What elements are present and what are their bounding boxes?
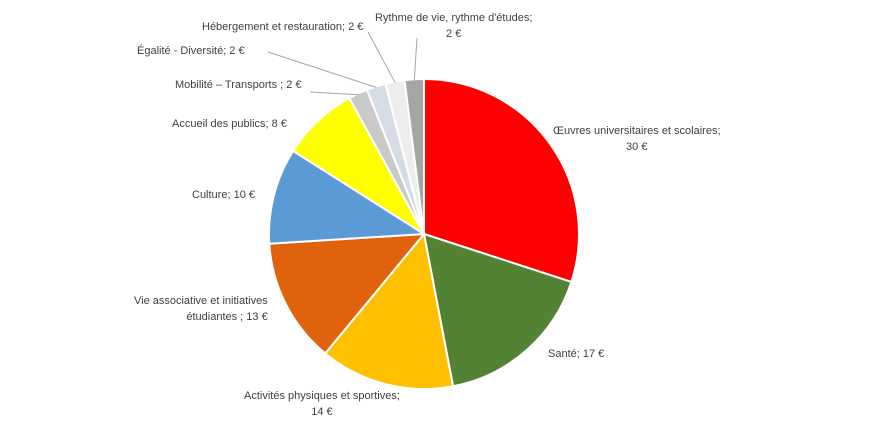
leader-lines <box>267 31 418 96</box>
data-label-line: Égalité - Diversité; 2 € <box>137 45 245 57</box>
pie-slice-vie-associative <box>268 232 427 355</box>
data-label-oeuvres-universitaires: Œuvres universitaires et scolaires; 30 € <box>553 123 721 155</box>
leader-line-hebergement-restauration <box>367 31 396 83</box>
data-label-activites-physiques: Activités physiques et sportives; 14 € <box>244 388 400 420</box>
data-label-line: étudiantes ; 13 € <box>186 311 268 323</box>
data-label-line: Culture; 10 € <box>192 189 255 201</box>
leader-line-egalite-diversite <box>267 51 377 88</box>
pie-slice-culture <box>268 149 428 245</box>
data-label-sante: Santé; 17 € <box>548 346 604 362</box>
data-label-culture: Culture; 10 € <box>192 187 255 203</box>
pie-slice-sante <box>422 232 573 388</box>
data-label-line: 14 € <box>311 406 333 418</box>
pie-slice-activites-physiques <box>323 231 455 390</box>
data-label-rythme-de-vie: Rythme de vie, rythme d'études; 2 € <box>375 10 532 42</box>
pie-slice-oeuvres-universitaires <box>423 77 580 284</box>
data-label-line: Accueil des publics; 8 € <box>172 118 287 130</box>
data-label-mobilite-transports: Mobilité – Transports ; 2 € <box>175 77 302 93</box>
leader-line-mobilite-transports <box>309 91 359 96</box>
data-label-line: Vie associative et initiatives <box>134 295 268 307</box>
data-label-egalite-diversite: Égalité - Diversité; 2 € <box>137 43 245 59</box>
data-label-line: Rythme de vie, rythme d'études; <box>375 12 533 24</box>
data-label-line: Mobilité – Transports ; 2 € <box>175 79 302 91</box>
data-label-line: Œuvres universitaires et scolaires; <box>553 125 721 137</box>
data-label-line: Hébergement et restauration; 2 € <box>202 21 364 33</box>
pie-slices <box>268 77 580 390</box>
data-label-hebergement-restauration: Hébergement et restauration; 2 € <box>202 19 363 35</box>
data-label-line: 2 € <box>446 28 462 40</box>
data-label-line: 30 € <box>626 141 648 153</box>
data-label-line: Activités physiques et sportives; <box>244 390 400 402</box>
data-label-vie-associative: Vie associative et initiatives étudiante… <box>134 293 268 325</box>
data-label-line: Santé; 17 € <box>548 348 605 360</box>
data-label-accueil-des-publics: Accueil des publics; 8 € <box>172 116 287 132</box>
leader-line-rythme-de-vie <box>413 37 418 81</box>
